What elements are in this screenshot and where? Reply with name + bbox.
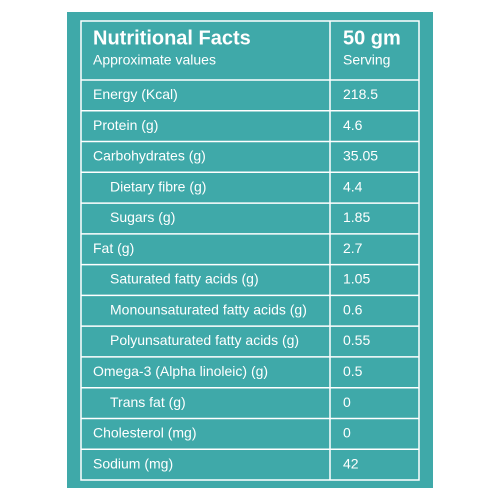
serving-label: Serving xyxy=(343,52,390,68)
nutrient-label: Fat (g) xyxy=(93,240,134,256)
sub-nutrient-label: Sugars (g) xyxy=(110,209,175,225)
nutrient-value: 0.5 xyxy=(343,363,363,379)
nutrient-value: 4.4 xyxy=(343,178,363,194)
nutrient-value: 42 xyxy=(343,455,359,471)
nutrient-label: Omega-3 (Alpha linoleic) (g) xyxy=(93,363,268,379)
nutrient-value: 0 xyxy=(343,394,351,410)
nutrient-value: 35.05 xyxy=(343,148,378,164)
nutrient-value: 0.6 xyxy=(343,301,363,317)
sub-nutrient-label: Monounsaturated fatty acids (g) xyxy=(110,301,307,317)
sub-nutrient-label: Trans fat (g) xyxy=(110,394,186,410)
card-background xyxy=(67,12,433,488)
nutrient-label: Carbohydrates (g) xyxy=(93,148,206,164)
subtitle: Approximate values xyxy=(93,52,216,68)
sub-nutrient-label: Saturated fatty acids (g) xyxy=(110,271,259,287)
nutrient-value: 0.55 xyxy=(343,332,370,348)
nutrient-value: 4.6 xyxy=(343,117,363,133)
sub-nutrient-label: Polyunsaturated fatty acids (g) xyxy=(110,332,299,348)
nutrient-value: 1.05 xyxy=(343,271,370,287)
sub-nutrient-label: Dietary fibre (g) xyxy=(110,178,206,194)
nutrient-label: Protein (g) xyxy=(93,117,158,133)
nutrient-label: Energy (Kcal) xyxy=(93,86,178,102)
title: Nutritional Facts xyxy=(93,27,251,49)
nutrient-label: Sodium (mg) xyxy=(93,455,173,471)
nutrient-value: 2.7 xyxy=(343,240,363,256)
table-border xyxy=(80,20,420,481)
nutrient-value: 1.85 xyxy=(343,209,370,225)
nutrient-value: 0 xyxy=(343,425,351,441)
serving-amount: 50 gm xyxy=(343,27,401,49)
nutrient-label: Cholesterol (mg) xyxy=(93,425,196,441)
nutrient-value: 218.5 xyxy=(343,86,378,102)
